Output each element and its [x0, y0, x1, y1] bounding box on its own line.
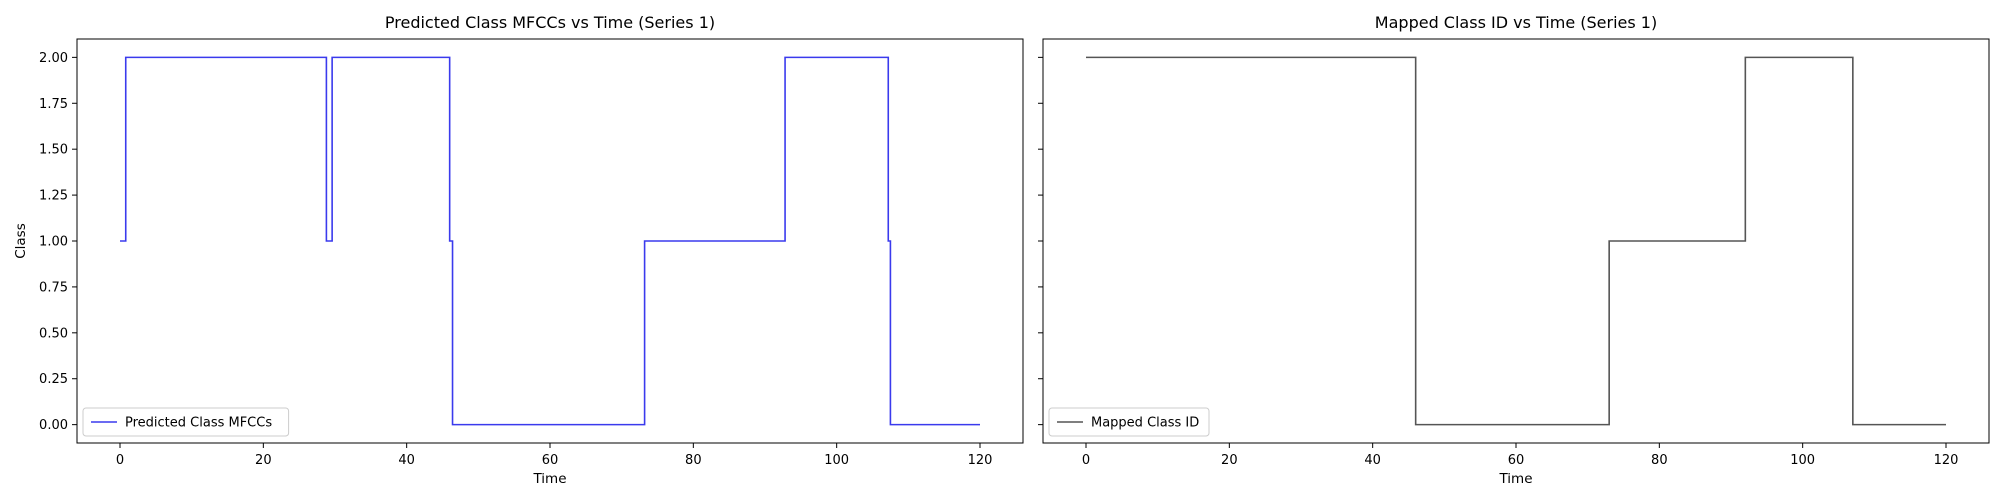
x-tick-label: 0	[1082, 453, 1090, 468]
y-tick-label: 0.50	[39, 326, 68, 341]
y-tick-label: 1.25	[39, 189, 68, 204]
chart-title: Predicted Class MFCCs vs Time (Series 1)	[385, 13, 715, 32]
plot-frame	[1042, 38, 1990, 444]
legend-label: Predicted Class MFCCs	[125, 416, 272, 431]
series-line-1	[120, 56, 980, 426]
x-tick-label: 40	[1364, 453, 1381, 468]
legend: Mapped Class ID	[1048, 407, 1210, 437]
y-tick-label: 0.25	[39, 372, 68, 387]
x-axis-label: Time	[532, 471, 566, 487]
x-tick-label: 60	[542, 453, 559, 468]
y-axis-label: Class	[13, 223, 29, 259]
y-tick-label: 2.00	[39, 51, 68, 66]
legend-box	[1048, 407, 1210, 437]
series-line-1	[1086, 56, 1946, 426]
y-tick-label: 0.75	[39, 280, 68, 295]
legend-label: Mapped Class ID	[1091, 416, 1199, 431]
x-tick-label: 20	[255, 453, 272, 468]
chart-panel-2: Mapped Class ID vs Time (Series 1) 0 20 40 6…	[1038, 13, 1990, 487]
y-tick-label: 0.00	[39, 418, 68, 433]
y-tick-label: 1.75	[39, 97, 68, 112]
x-tick-label: 100	[824, 453, 849, 468]
chart-title: Mapped Class ID vs Time (Series 1)	[1375, 13, 1657, 32]
y-tick-label: 1.50	[39, 143, 68, 158]
plot-frame	[76, 38, 1024, 444]
x-tick-label: 120	[968, 453, 993, 468]
x-tick-label: 100	[1790, 453, 1815, 468]
x-axis-label: Time	[1498, 471, 1532, 487]
x-tick-label: 60	[1508, 453, 1525, 468]
x-tick-label: 120	[1934, 453, 1959, 468]
legend: Predicted Class MFCCs	[82, 407, 290, 437]
x-tick-label: 40	[398, 453, 415, 468]
y-tick-label: 1.00	[39, 235, 68, 250]
x-tick-label: 80	[1651, 453, 1668, 468]
chart-panel-1: Predicted Class MFCCs vs Time (Series 1)…	[13, 13, 1024, 487]
legend-box	[82, 407, 290, 437]
x-tick-label: 80	[685, 453, 702, 468]
x-tick-label: 0	[116, 453, 124, 468]
x-tick-label: 20	[1221, 453, 1238, 468]
